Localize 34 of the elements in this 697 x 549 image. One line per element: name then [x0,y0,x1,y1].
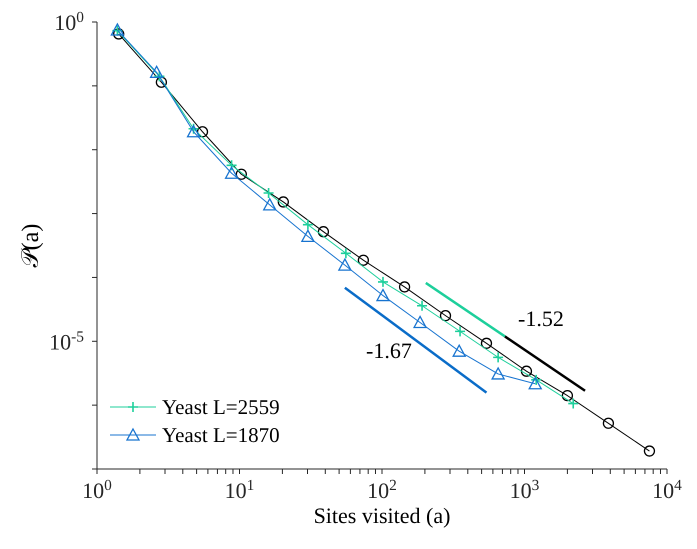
point [113,28,124,40]
point [224,166,238,179]
point [377,276,389,288]
point [491,367,505,380]
x-tick-label: 10$^{3}$ [510,476,540,503]
point [492,352,504,364]
point [150,66,164,78]
x-tick-label: 10$^{2}$ [367,476,397,503]
point [338,258,352,271]
point [262,187,274,199]
point [528,377,542,390]
x-axis-title: Sites visited (a) [314,503,450,528]
x-tick-label: 10$^{0}$ [82,476,112,503]
y-tick-label: 10$^{-5}$ [49,328,84,354]
point [263,198,276,210]
point [188,122,200,135]
point [452,344,466,357]
point [226,160,238,172]
annotation: -1.67 [366,338,412,364]
y-axis-title: 𝒫(a) [18,224,44,268]
point [567,398,580,410]
point [340,247,352,260]
point [376,288,390,302]
legend-label: Yeast L=1870 [162,422,280,449]
point [416,300,428,312]
point [454,326,466,338]
annotation: -1.52 [518,306,564,332]
legend-label: Yeast L=2559 [162,394,280,421]
point [301,230,315,242]
x-tick-label: 10$^{4}$ [652,476,682,503]
point [302,218,314,230]
x-tick-label: 10$^{1}$ [224,476,254,503]
point [186,125,200,138]
point [530,374,542,386]
